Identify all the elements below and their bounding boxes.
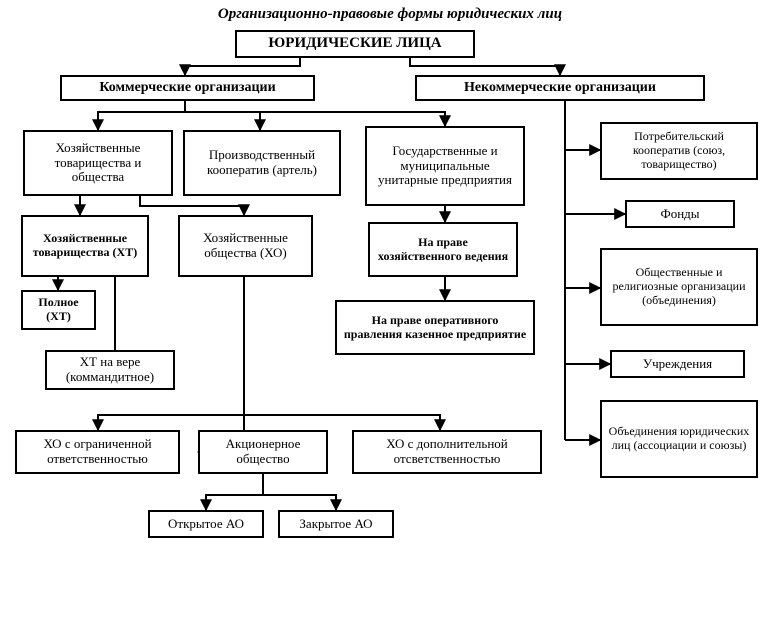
node-religious: Общественные и религиозные организации (… [600, 248, 758, 326]
edge-13 [98, 415, 244, 430]
edge-0 [185, 58, 300, 75]
node-xt: Хозяйственные товарищества (ХТ) [21, 215, 149, 277]
node-oao: Открытое АО [148, 510, 264, 538]
node-noncommercial: Некоммерческие организации [415, 75, 705, 101]
edge-12 [198, 277, 244, 452]
edge-15 [206, 474, 263, 510]
diagram-canvas: Организационно-правовые формы юридически… [0, 0, 768, 636]
diagram-title: Организационно-правовые формы юридически… [130, 6, 650, 26]
node-institutions: Учреждения [610, 350, 745, 378]
node-oper_upr: На праве оперативного правления казенное… [335, 300, 535, 355]
node-xo_dop: ХО с дополнительной отсветственностью [352, 430, 542, 474]
node-funds: Фонды [625, 200, 735, 228]
node-root: ЮРИДИЧЕСКИЕ ЛИЦА [235, 30, 475, 58]
node-polnoe: Полное (ХТ) [21, 290, 96, 330]
node-consumer: Потребительский кооператив (союз, товари… [600, 122, 758, 180]
node-commercial: Коммерческие организации [60, 75, 315, 101]
node-ht_ho: Хозяйственные товарищества и общества [23, 130, 173, 196]
node-assoc: Объединения юридических лиц (ассоциации … [600, 400, 758, 478]
edge-2 [98, 101, 185, 130]
edge-4 [185, 101, 445, 126]
node-xo: Хозяйственные общества (ХО) [178, 215, 313, 277]
node-xo_ogr: ХО с ограниченной ответственностью [15, 430, 180, 474]
node-prod_coop: Производственный кооператив (артель) [183, 130, 341, 196]
node-ao: Акционерное общество [198, 430, 328, 474]
edge-3 [185, 101, 260, 130]
edge-6 [140, 196, 244, 215]
edge-1 [410, 58, 560, 75]
edge-16 [263, 495, 336, 510]
edge-14 [244, 415, 440, 430]
node-hoz_ved: На праве хозяйственного ведения [368, 222, 518, 277]
node-gup: Государственные и муниципальные унитарны… [365, 126, 525, 206]
node-xt_vera: ХТ на вере (коммандитное) [45, 350, 175, 390]
node-zao: Закрытое АО [278, 510, 394, 538]
